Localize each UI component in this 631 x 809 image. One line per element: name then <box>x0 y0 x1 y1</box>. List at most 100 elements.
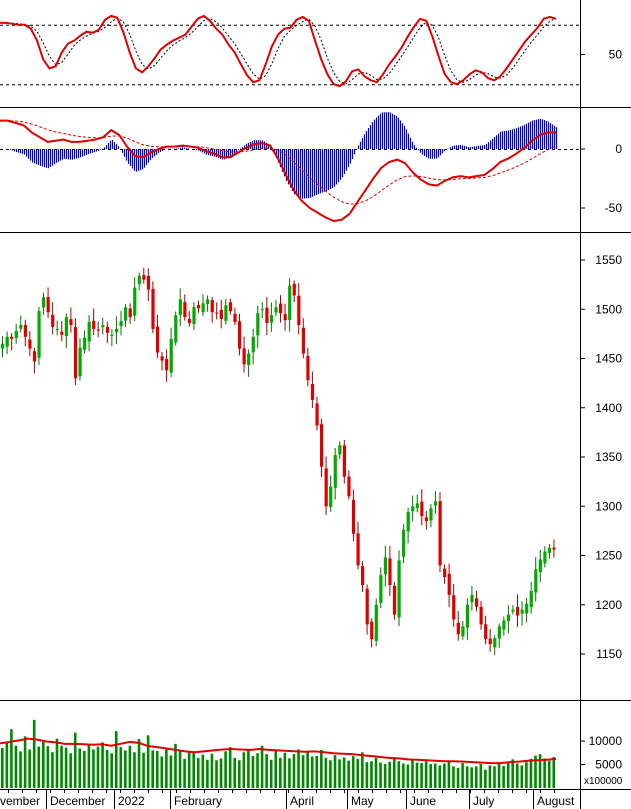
candle-body <box>64 317 69 337</box>
volume-bar <box>174 743 177 788</box>
candle-body <box>101 325 105 328</box>
candle-body <box>178 299 182 315</box>
candle-body <box>237 321 242 349</box>
volume-bar <box>338 759 341 788</box>
candle-body <box>228 302 233 312</box>
month-label: vember <box>0 794 40 808</box>
volume-bar <box>46 746 50 788</box>
volume-bar <box>543 758 546 788</box>
price-tick-label: 1450 <box>595 352 622 366</box>
candle-body <box>415 503 419 509</box>
volume-bar <box>397 761 401 788</box>
volume-bar <box>424 761 428 788</box>
volume-bar <box>306 752 309 788</box>
price-tick-label: 1550 <box>595 253 622 267</box>
candle-body <box>114 328 119 333</box>
volume-tick-label: 5000 <box>595 758 622 772</box>
volume-bar <box>406 764 410 788</box>
candle-body <box>283 314 287 321</box>
candle-body <box>83 337 87 350</box>
candle-body <box>87 322 91 342</box>
volume-bar <box>210 753 214 788</box>
volume-bar <box>247 749 250 788</box>
candle-body <box>174 315 178 343</box>
candle-body <box>274 307 278 313</box>
volume-bar <box>292 754 296 788</box>
volume-bar <box>105 749 109 788</box>
macd-signal-line <box>0 120 557 205</box>
month-label: July <box>473 794 494 808</box>
candle-body <box>288 285 292 321</box>
price-tick-label: 1150 <box>596 647 622 661</box>
candle-body <box>361 566 365 586</box>
volume-bar <box>374 757 378 788</box>
volume-bar <box>51 752 54 788</box>
volume-bar <box>379 762 382 788</box>
volume-bar <box>383 764 387 788</box>
candle-body <box>543 551 547 564</box>
candle-body <box>301 327 305 354</box>
volume-bar <box>433 763 437 788</box>
volume-panel: x100000 <box>0 719 623 788</box>
candle-body <box>506 614 511 622</box>
month-label: February <box>174 794 222 808</box>
volume-bar <box>347 760 350 788</box>
candle-body <box>160 356 164 361</box>
volume-bar <box>269 759 273 788</box>
candle-body <box>429 508 433 521</box>
volume-bar <box>333 755 337 788</box>
volume-bar <box>10 729 13 788</box>
volume-bar <box>324 757 328 788</box>
candle-body <box>374 604 378 641</box>
candle-body <box>379 575 383 603</box>
candle-body <box>142 275 146 280</box>
candle-body <box>251 336 255 353</box>
volume-bar <box>456 767 460 788</box>
volume-bar <box>488 765 492 788</box>
volume-bar <box>14 745 18 788</box>
volume-bar <box>201 754 205 788</box>
volume-bar <box>151 750 154 788</box>
candle-body <box>479 606 483 625</box>
volume-bar <box>5 741 9 788</box>
volume-tick-label: 10000 <box>589 734 623 748</box>
candle-body <box>484 624 488 640</box>
volume-bar <box>320 749 323 788</box>
volume-bar <box>92 749 95 788</box>
volume-bar <box>114 731 118 788</box>
candle-body <box>32 351 37 362</box>
volume-moving-average <box>0 737 557 765</box>
price-tick-label: 1500 <box>595 302 622 316</box>
volume-bar <box>420 763 423 788</box>
candle-body <box>37 311 41 358</box>
volume-bar <box>228 747 232 788</box>
candle-body <box>242 348 246 365</box>
volume-bar <box>146 735 150 788</box>
candle-body <box>406 512 410 532</box>
candle-body <box>552 547 556 550</box>
candle-body <box>502 620 506 630</box>
volume-bar <box>443 763 446 788</box>
candle-body <box>42 297 46 308</box>
volume-bar <box>142 752 145 788</box>
volume-bar <box>552 756 556 788</box>
candle-body <box>497 626 501 639</box>
candle-body <box>165 358 169 371</box>
candle-body <box>333 455 337 488</box>
volume-bar <box>206 759 209 788</box>
month-label: August <box>537 794 575 808</box>
volume-bar <box>260 745 264 788</box>
volume-bar <box>465 766 469 788</box>
candle-body <box>215 312 219 314</box>
volume-bar <box>342 757 346 788</box>
volume-bar <box>361 752 364 788</box>
volume-bar <box>370 761 373 788</box>
candle-body <box>187 318 192 324</box>
candle-body <box>183 302 187 318</box>
candle-body <box>137 275 141 284</box>
candle-body <box>397 560 401 618</box>
candle-body <box>474 598 479 607</box>
price-tick-label: 1400 <box>595 401 622 415</box>
